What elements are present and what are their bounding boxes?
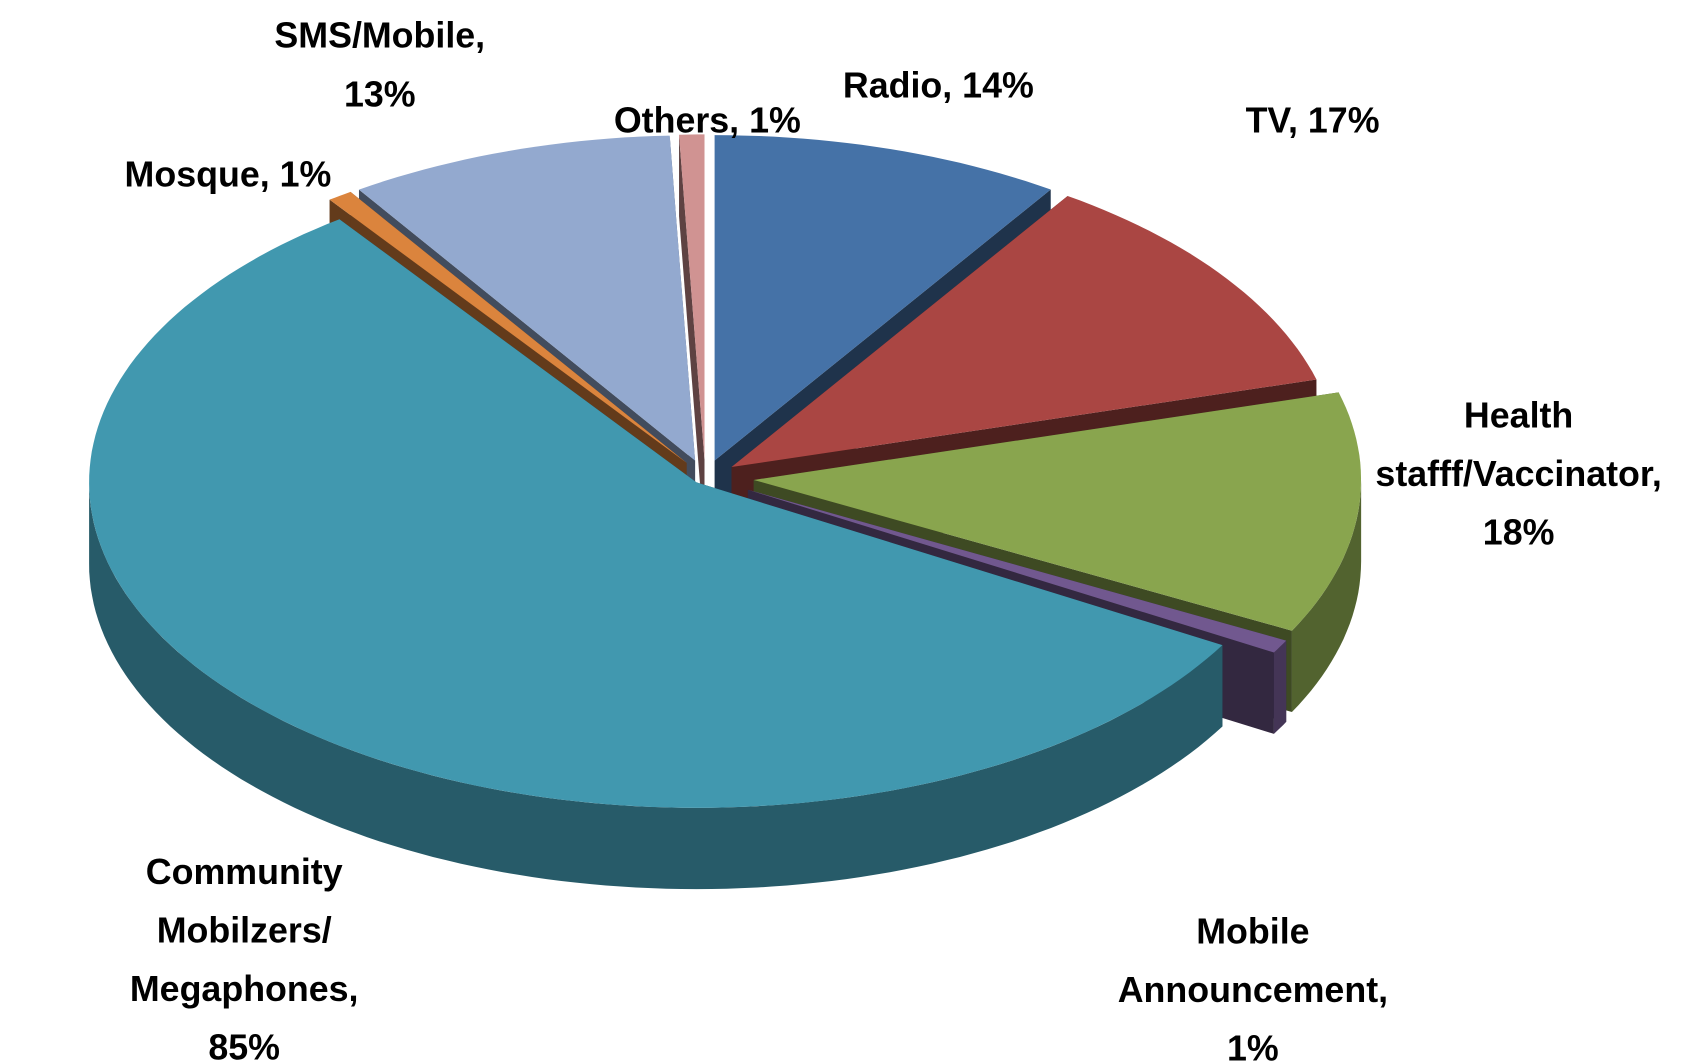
slice <box>358 135 696 461</box>
slice-wall <box>89 482 1223 890</box>
data-label-line: 1% <box>1227 1029 1279 1064</box>
data-label: Radio, 14% <box>843 66 1034 106</box>
data-label-line: Radio, 14% <box>843 66 1034 106</box>
slice <box>714 135 1051 461</box>
slice <box>89 219 1223 890</box>
data-label: Others, 1% <box>614 100 801 140</box>
slice-wall <box>1291 479 1362 713</box>
data-label-line: TV, 17% <box>1246 100 1380 140</box>
data-label-line: stafff/Vaccinator, <box>1375 454 1661 494</box>
data-label: Community Mobilzers/Megaphones, 85% <box>130 852 359 1064</box>
data-label: TV, 17% <box>1246 100 1380 140</box>
slice <box>753 392 1362 631</box>
slice-wall <box>1273 640 1287 734</box>
data-label-line: Others, 1% <box>614 100 801 140</box>
data-label-line: 13% <box>344 74 416 114</box>
slice <box>89 219 1223 808</box>
slice-side <box>679 134 705 542</box>
data-label-line: 85% <box>208 1028 280 1064</box>
slice <box>679 134 705 542</box>
data-label: Mobile Announcement, 1% <box>1118 912 1388 1064</box>
data-label-line: Community <box>146 852 343 892</box>
data-label-line: Mobilzers/ <box>157 911 332 951</box>
data-label-line: Megaphones, <box>130 969 359 1009</box>
data-label: Mosque, 1% <box>125 155 332 195</box>
slice <box>679 134 705 460</box>
data-label: SMS/Mobile, 13% <box>274 16 485 115</box>
slice <box>731 195 1317 468</box>
slice <box>747 489 1287 653</box>
data-label-line: SMS/Mobile, <box>274 16 485 56</box>
data-label-line: Mobile <box>1196 912 1309 952</box>
slice <box>329 191 687 463</box>
data-label-line: Announcement, <box>1118 970 1388 1010</box>
data-label-line: Mosque, 1% <box>125 155 332 195</box>
data-label-line: 18% <box>1483 512 1555 552</box>
data-label-line: Health <box>1464 395 1573 435</box>
data-label: Health stafff/Vaccinator, 18% <box>1375 395 1661 552</box>
